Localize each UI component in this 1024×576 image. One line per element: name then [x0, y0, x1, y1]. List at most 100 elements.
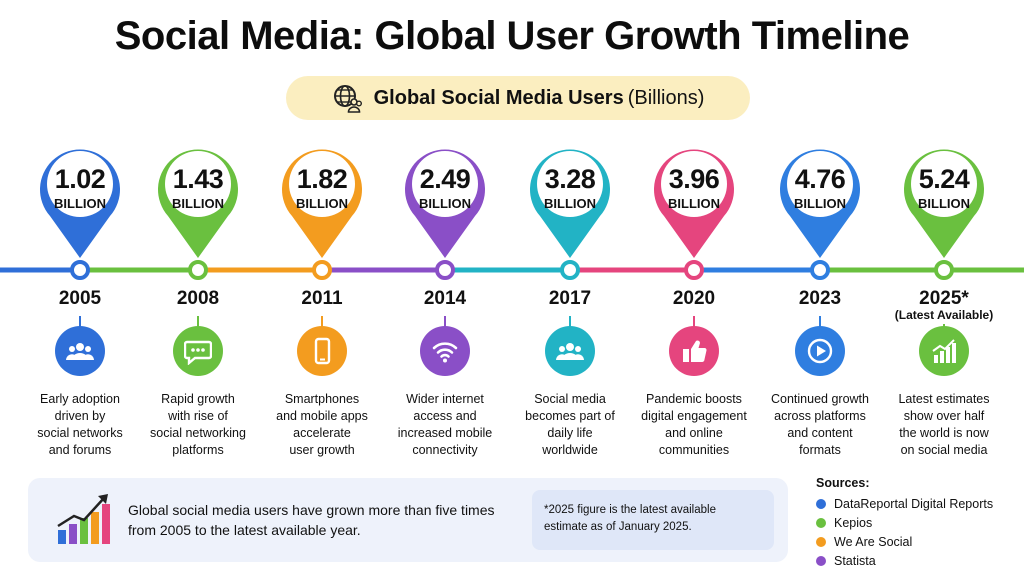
description-line: and mobile apps	[276, 409, 368, 423]
source-label: We Are Social	[834, 534, 913, 549]
sources-list: Sources: DataReportal Digital Reports Kep…	[816, 476, 1016, 570]
icon-stem	[197, 316, 199, 327]
milestone-description: Wider internet access and increased mobile…	[380, 391, 510, 459]
user-count-value: 5.24	[918, 164, 970, 194]
description-line: digital engagement	[641, 409, 747, 423]
description-line: driven by	[54, 409, 106, 423]
user-count-unit: BILLION	[419, 196, 471, 211]
milestone-description: Early adoption driven by social networks an…	[15, 391, 145, 459]
user-count-unit: BILLION	[296, 196, 348, 211]
user-count-unit: BILLION	[544, 196, 596, 211]
description-line: Rapid growth	[161, 392, 235, 406]
subtitle-unit: (Billions)	[627, 86, 705, 109]
year-label: 2017	[548, 288, 592, 309]
growth-chart-icon	[932, 339, 956, 363]
smartphone-icon	[314, 337, 331, 365]
year-label: 2011	[301, 288, 343, 309]
page-title: Social Media: Global User Growth Timelin…	[114, 14, 910, 58]
description-line: communities	[658, 443, 730, 457]
milestone-icon-badge	[795, 326, 845, 376]
milestone-icon-badge	[297, 326, 347, 376]
footnote: *2025 figure is the latest available est…	[532, 490, 774, 550]
description-line: and forums	[48, 443, 112, 457]
summary-box: Global social media users have grown mor…	[28, 478, 788, 562]
thumbs-up-icon	[683, 340, 707, 362]
timeline-dot	[684, 260, 704, 280]
user-count-unit: BILLION	[172, 196, 224, 211]
user-count-value: 1.82	[296, 164, 348, 194]
year-label: 2008	[176, 288, 220, 309]
description-line: Wider internet	[406, 392, 484, 406]
pin-marker	[158, 149, 238, 258]
milestone-icon-badge	[669, 326, 719, 376]
milestone-icon-badge	[173, 326, 223, 376]
description-line: daily life	[547, 426, 593, 440]
milestone-icon-badge	[919, 326, 969, 376]
icon-stem	[943, 324, 945, 327]
description-line: Early adoption	[40, 392, 120, 406]
timeline-dot	[312, 260, 332, 280]
source-label: Statista	[834, 553, 876, 568]
source-color-dot	[816, 498, 826, 509]
icon-stem	[569, 316, 571, 327]
description-line: Pandemic boosts	[646, 392, 742, 406]
value-pin-2025: 5.24 BILLION	[900, 136, 988, 260]
user-count-value: 1.02	[54, 164, 106, 194]
description-line: Social media	[534, 392, 606, 406]
value-pin-2005: 1.02 BILLION	[36, 136, 124, 260]
subtitle-pill: Global Social Media Users (Billions)	[286, 76, 750, 120]
year-label: 2014	[423, 288, 467, 309]
play-icon	[807, 338, 833, 364]
description-line: and content	[787, 426, 853, 440]
description-line: platforms	[172, 443, 224, 457]
user-count-unit: BILLION	[668, 196, 720, 211]
user-count-value: 2.49	[419, 164, 471, 194]
timeline-dot	[188, 260, 208, 280]
pin-marker	[904, 149, 984, 258]
pin-marker	[654, 149, 734, 258]
pin-marker	[780, 149, 860, 258]
people-icon	[66, 343, 94, 360]
user-count-value: 4.76	[794, 164, 846, 194]
user-count-unit: BILLION	[918, 196, 970, 211]
chat-bubble-icon	[184, 340, 212, 365]
description-line: connectivity	[412, 443, 478, 457]
description-line: and online	[665, 426, 723, 440]
icon-stem	[693, 316, 695, 327]
timeline-dot	[560, 260, 580, 280]
source-color-dot	[816, 555, 826, 566]
user-count-value: 3.28	[544, 164, 596, 194]
user-count-value: 3.96	[668, 164, 720, 194]
source-color-dot	[816, 536, 826, 547]
milestone-description: Latest estimates show over half the world …	[879, 391, 1009, 459]
description-line: access and	[413, 409, 477, 423]
sources-heading: Sources:	[816, 476, 870, 490]
value-pin-2020: 3.96 BILLION	[650, 136, 738, 260]
description-line: user growth	[289, 443, 355, 457]
milestone-description: Rapid growth with rise of social networkin…	[133, 391, 263, 459]
timeline-dot	[435, 260, 455, 280]
description-line: social networking	[150, 426, 246, 440]
timeline-dot	[810, 260, 830, 280]
wifi-icon	[432, 342, 458, 363]
value-pin-2014: 2.49 BILLION	[401, 136, 489, 260]
year-label: 2020	[672, 288, 716, 309]
description-line: Latest estimates	[898, 392, 990, 406]
people-icon	[556, 343, 584, 360]
source-label: DataReportal Digital Reports	[834, 496, 994, 511]
description-line: increased mobile	[397, 426, 493, 440]
year-note: (Latest Available)	[894, 308, 994, 322]
milestone-icon-badge	[545, 326, 595, 376]
description-line: Smartphones	[284, 392, 360, 406]
source-color-dot	[816, 517, 826, 528]
source-item: We Are Social	[816, 532, 1016, 551]
year-label: 2005	[58, 288, 102, 309]
pin-marker	[282, 149, 362, 258]
value-pin-2023: 4.76 BILLION	[776, 136, 864, 260]
value-pin-2008: 1.43 BILLION	[154, 136, 242, 260]
icon-stem	[321, 316, 323, 327]
description-line: across platforms	[774, 409, 866, 423]
growth-bars-icon	[57, 494, 110, 544]
description-line: becomes part of	[525, 409, 615, 423]
